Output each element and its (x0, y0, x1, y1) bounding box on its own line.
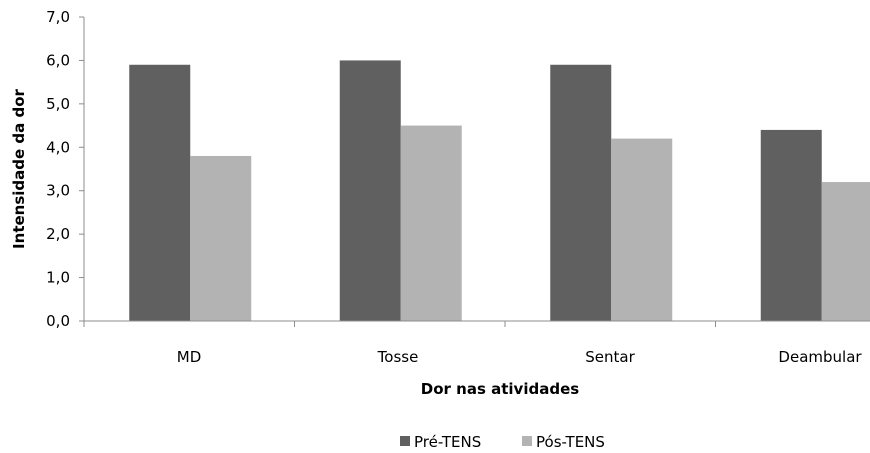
y-tick-label: 7,0 (46, 8, 70, 26)
bar-sentar-pre-tens (550, 64, 612, 322)
bar-md-pre-tens (129, 64, 191, 322)
legend-swatch (400, 436, 410, 446)
x-tick-label: Sentar (585, 348, 635, 366)
y-axis-ticks: 0,0 1,0 2,0 3,0 4,0 5,0 6,0 7,0 (46, 8, 84, 330)
y-tick-label: 1,0 (46, 269, 70, 287)
y-tick-label: 6,0 (46, 51, 70, 69)
y-tick-label: 3,0 (46, 182, 70, 200)
bar-sentar-pos-tens (611, 138, 673, 321)
legend-label: Pós-TENS (536, 433, 605, 451)
y-tick-label: 5,0 (46, 95, 70, 113)
legend-swatch (522, 436, 532, 446)
x-axis-title: Dor nas atividades (421, 380, 579, 398)
bar-md-pos-tens (190, 155, 252, 321)
bars (129, 60, 870, 322)
bar-tosse-pos-tens (400, 125, 462, 321)
y-tick-label: 2,0 (46, 225, 70, 243)
legend: Pré-TENS Pós-TENS (400, 433, 605, 451)
x-tick-label: Deambular (778, 348, 862, 366)
x-tick-label: MD (177, 348, 202, 366)
x-axis-ticks: MD Tosse Sentar Deambular (83, 321, 862, 366)
bar-tosse-pre-tens (339, 60, 401, 322)
legend-label: Pré-TENS (414, 433, 481, 451)
bar-deambular-pre-tens (760, 129, 822, 321)
y-tick-label: 0,0 (46, 312, 70, 330)
bar-deambular-pos-tens (821, 182, 870, 321)
x-tick-label: Tosse (377, 348, 419, 366)
y-tick-label: 4,0 (46, 138, 70, 156)
y-axis-title: Intensidade da dor (10, 88, 28, 248)
